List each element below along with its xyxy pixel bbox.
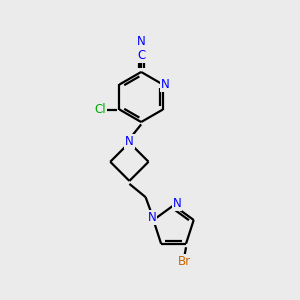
Text: N: N (137, 34, 146, 48)
Text: C: C (137, 49, 145, 62)
Text: N: N (148, 211, 156, 224)
Text: N: N (160, 78, 169, 91)
Text: N: N (173, 197, 182, 210)
Text: N: N (125, 135, 134, 148)
Text: Br: Br (178, 255, 191, 268)
Text: Cl: Cl (94, 103, 106, 116)
